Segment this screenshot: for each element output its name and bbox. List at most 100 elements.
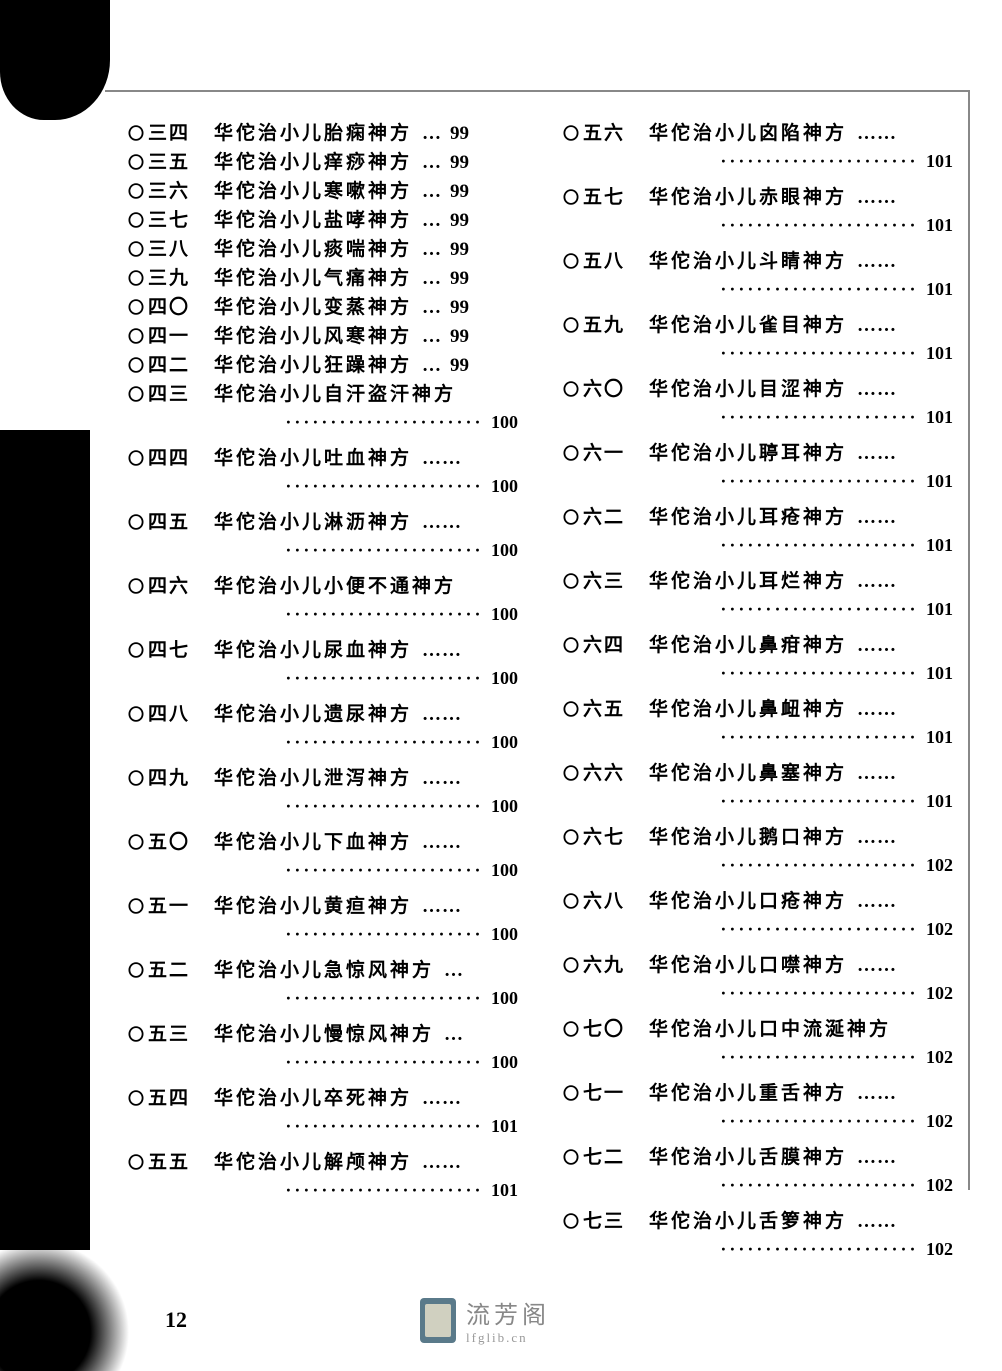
toc-entry-number: 〇五七 — [563, 182, 641, 209]
entry-num-text: 五九 — [583, 310, 625, 337]
toc-entry-number: 〇三五 — [128, 147, 206, 174]
toc-entry-line: 〇三八华佗治小儿痰喘神方…99 — [128, 234, 533, 261]
toc-entry-line: 〇六七华佗治小儿鹅口神方…… — [563, 822, 968, 849]
circle-prefix: 〇 — [128, 1021, 146, 1045]
toc-entry-line: 〇六〇华佗治小儿目涩神方…… — [563, 374, 968, 401]
circle-prefix: 〇 — [128, 445, 146, 469]
leader-dots-line2: ······················ — [285, 476, 491, 496]
toc-entry-title: 华佗治小儿自汗盗汗神方 — [214, 379, 456, 406]
toc-entry: 〇五四华佗治小儿卒死神方……······················ 101 — [128, 1083, 533, 1145]
entry-num-text: 五五 — [148, 1147, 190, 1174]
toc-entry-number: 〇六六 — [563, 758, 641, 785]
toc-entry-line: 〇五五华佗治小儿解颅神方…… — [128, 1147, 533, 1174]
entry-num-text: 五七 — [583, 182, 625, 209]
toc-entry-pageline: ······················ 100 — [128, 476, 533, 497]
circle-prefix: 〇 — [128, 637, 146, 661]
toc-entry-line: 〇三六华佗治小儿寒嗽神方…99 — [128, 176, 533, 203]
toc-entry-number: 〇五一 — [128, 891, 206, 918]
trail-dots: …… — [422, 448, 462, 470]
toc-entry-page: 99 — [450, 297, 469, 319]
trail-dots: …… — [857, 891, 897, 913]
toc-entry-title: 华佗治小儿舌膜神方 — [649, 1142, 847, 1169]
circle-prefix: 〇 — [128, 1085, 146, 1109]
toc-entry-title: 华佗治小儿口中流涎神方 — [649, 1014, 891, 1041]
toc-entry-page: 101 — [926, 343, 953, 363]
trail-dots: …… — [422, 1152, 462, 1174]
toc-entry: 〇五三华佗治小儿慢惊风神方…······················ 100 — [128, 1019, 533, 1081]
toc-entry: 〇五八华佗治小儿斗睛神方……······················ 101 — [563, 246, 968, 308]
trail-dots: …… — [422, 768, 462, 790]
leader-dots-line2: ······················ — [720, 471, 926, 491]
entry-num-text: 五二 — [148, 955, 190, 982]
toc-entry-line: 〇六二华佗治小儿耳疮神方…… — [563, 502, 968, 529]
toc-entry-pageline: ······················ 100 — [128, 860, 533, 881]
toc-entry-page: 101 — [926, 279, 953, 299]
entry-num-text: 六二 — [583, 502, 625, 529]
toc-entry-pageline: ······················ 102 — [563, 855, 968, 876]
circle-prefix: 〇 — [128, 701, 146, 725]
entry-num-text: 七二 — [583, 1142, 625, 1169]
circle-prefix: 〇 — [563, 248, 581, 272]
toc-entry: 〇四三华佗治小儿自汗盗汗神方 ······················ 100 — [128, 379, 533, 441]
toc-entry-number: 〇四七 — [128, 635, 206, 662]
entry-num-text: 四二 — [148, 350, 190, 377]
circle-prefix: 〇 — [563, 504, 581, 528]
toc-entry-page: 100 — [491, 988, 518, 1008]
toc-entry-title: 华佗治小儿淋沥神方 — [214, 507, 412, 534]
toc-entry-page: 101 — [926, 535, 953, 555]
trail-dots: …… — [857, 827, 897, 849]
toc-entry-page: 102 — [926, 1111, 953, 1131]
toc-entry-line: 〇七〇华佗治小儿口中流涎神方 — [563, 1014, 968, 1041]
toc-entry-pageline: ······················ 100 — [128, 796, 533, 817]
leader-dots-line2: ······················ — [285, 988, 491, 1008]
toc-entry: 〇三六华佗治小儿寒嗽神方…99 — [128, 176, 533, 203]
toc-entry-pageline: ······················ 102 — [563, 1047, 968, 1068]
circle-prefix: 〇 — [128, 149, 146, 173]
toc-entry-title: 华佗治小儿耳疮神方 — [649, 502, 847, 529]
trail-dots: …… — [422, 512, 462, 534]
entry-num-text: 四一 — [148, 321, 190, 348]
leader-dots-line2: ······················ — [720, 1111, 926, 1131]
circle-prefix: 〇 — [563, 568, 581, 592]
toc-entry-line: 〇七一华佗治小儿重舌神方…… — [563, 1078, 968, 1105]
leader-dots-line2: ······················ — [285, 796, 491, 816]
toc-entry-number: 〇三四 — [128, 118, 206, 145]
toc-entry-number: 〇五九 — [563, 310, 641, 337]
toc-entry-page: 101 — [926, 471, 953, 491]
toc-entry-number: 〇六〇 — [563, 374, 641, 401]
toc-entry-pageline: ······················ 100 — [128, 924, 533, 945]
toc-entry-number: 〇六八 — [563, 886, 641, 913]
toc-entry-page: 102 — [926, 855, 953, 875]
toc-entry-pageline: ······················ 100 — [128, 412, 533, 433]
toc-entry-title: 华佗治小儿盐哮神方 — [214, 205, 412, 232]
toc-entry-line: 〇四三华佗治小儿自汗盗汗神方 — [128, 379, 533, 406]
toc-entry-line: 〇四一华佗治小儿风寒神方…99 — [128, 321, 533, 348]
trail-dots: …… — [857, 187, 897, 209]
toc-column-right: 〇五六华佗治小儿囟陷神方……······················ 101… — [563, 118, 968, 1270]
toc-column-left: 〇三四华佗治小儿胎痫神方…99〇三五华佗治小儿痒痧神方…99〇三六华佗治小儿寒嗽… — [128, 118, 533, 1270]
toc-entry-number: 〇六七 — [563, 822, 641, 849]
toc-entry-number: 〇五〇 — [128, 827, 206, 854]
toc-entry: 〇三七华佗治小儿盐哮神方…99 — [128, 205, 533, 232]
leader-dots-line2: ······················ — [720, 983, 926, 1003]
toc-entry-number: 〇七二 — [563, 1142, 641, 1169]
toc-entry: 〇七二华佗治小儿舌膜神方……······················ 102 — [563, 1142, 968, 1204]
toc-entry-line: 〇五九华佗治小儿雀目神方…… — [563, 310, 968, 337]
toc-entry-number: 〇五二 — [128, 955, 206, 982]
leader-dots-line2: ······················ — [720, 663, 926, 683]
toc-entry: 〇四二华佗治小儿狂躁神方…99 — [128, 350, 533, 377]
toc-entry-line: 〇五〇华佗治小儿下血神方…… — [128, 827, 533, 854]
entry-num-text: 六三 — [583, 566, 625, 593]
toc-entry-number: 〇六一 — [563, 438, 641, 465]
circle-prefix: 〇 — [128, 573, 146, 597]
toc-entry-page: 100 — [491, 412, 518, 432]
trail-dots: …… — [857, 635, 897, 657]
toc-entry-line: 〇四七华佗治小儿尿血神方…… — [128, 635, 533, 662]
toc-entry-title: 华佗治小儿下血神方 — [214, 827, 412, 854]
toc-entry: 〇四〇华佗治小儿变蒸神方…99 — [128, 292, 533, 319]
toc-entry-line: 〇四六华佗治小儿小便不通神方 — [128, 571, 533, 598]
entry-num-text: 五六 — [583, 118, 625, 145]
decorative-corner-bottom — [0, 1241, 130, 1371]
toc-entry-pageline: ······················ 102 — [563, 1175, 968, 1196]
leader-dots-line2: ······················ — [285, 1180, 491, 1200]
